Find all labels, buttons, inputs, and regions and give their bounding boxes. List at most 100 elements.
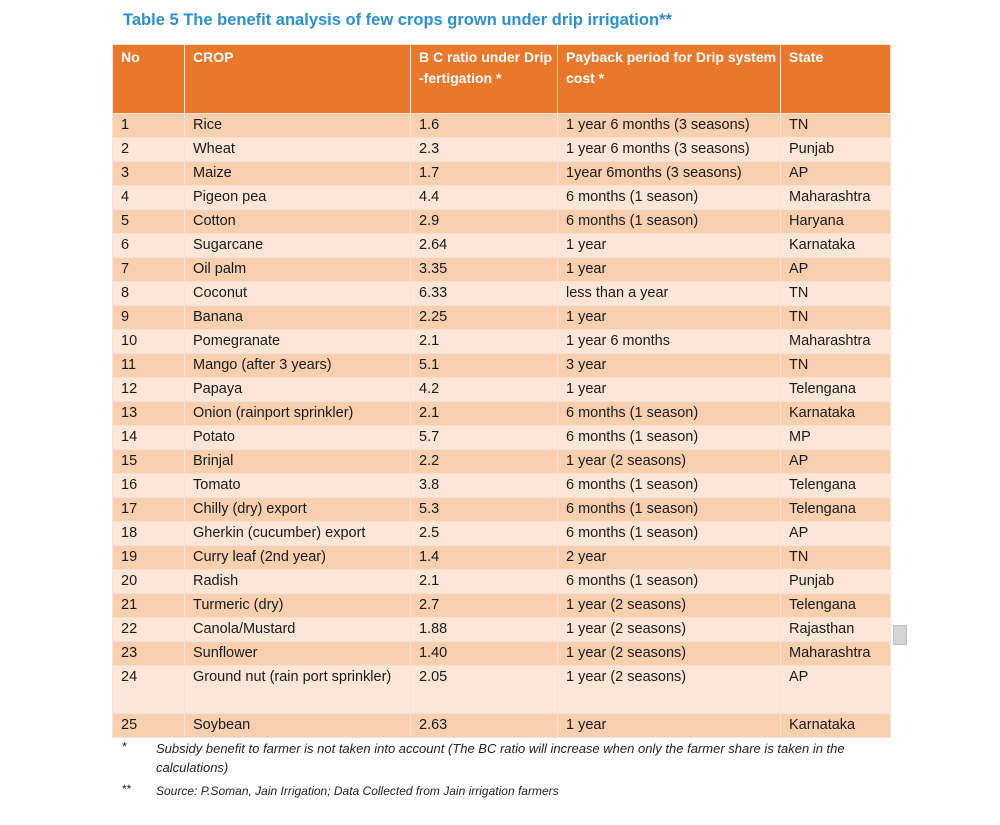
cell-bc-ratio: 1.88	[410, 617, 558, 642]
cell-payback-period: 1 year	[557, 233, 781, 258]
cell-bc-ratio: 2.9	[410, 209, 558, 234]
table-row: 19 Curry leaf (2nd year) 1.4 2 year TN	[112, 545, 891, 570]
cell-payback-period: 6 months (1 season)	[557, 473, 781, 498]
cell-state: AP	[780, 665, 891, 714]
cell-crop: Sunflower	[184, 641, 411, 666]
cell-payback-period: 1 year	[557, 713, 781, 738]
cell-bc-ratio: 2.05	[410, 665, 558, 714]
cell-crop: Coconut	[184, 281, 411, 306]
table-row: 25 Soybean 2.63 1 year Karnataka	[112, 713, 891, 738]
cell-payback-period: 1 year 6 months	[557, 329, 781, 354]
cell-bc-ratio: 5.3	[410, 497, 558, 522]
cell-bc-ratio: 3.8	[410, 473, 558, 498]
cell-state: Karnataka	[780, 713, 891, 738]
cell-bc-ratio: 2.2	[410, 449, 558, 474]
cell-crop: Turmeric (dry)	[184, 593, 411, 618]
cell-payback-period: 1 year (2 seasons)	[557, 665, 781, 714]
cell-no: 23	[112, 641, 185, 666]
cell-crop: Pigeon pea	[184, 185, 411, 210]
table-row: 22 Canola/Mustard 1.88 1 year (2 seasons) Ra…	[112, 617, 891, 642]
cell-state: Punjab	[780, 137, 891, 162]
table-row: 14 Potato 5.7 6 months (1 season) MP	[112, 425, 891, 450]
cell-state: AP	[780, 257, 891, 282]
table-row: 13 Onion (rainport sprinkler) 2.1 6 months …	[112, 401, 891, 426]
cell-bc-ratio: 2.25	[410, 305, 558, 330]
table-row: 23 Sunflower 1.40 1 year (2 seasons) Maharas…	[112, 641, 891, 666]
cell-payback-period: 6 months (1 season)	[557, 497, 781, 522]
cell-state: Haryana	[780, 209, 891, 234]
cell-payback-period: 1 year (2 seasons)	[557, 593, 781, 618]
table-body: 1 Rice 1.6 1 year 6 months (3 seasons) TN 2 Wh…	[112, 113, 891, 738]
cell-bc-ratio: 2.1	[410, 401, 558, 426]
cell-no: 2	[112, 137, 185, 162]
table-row: 24 Ground nut (rain port sprinkler) 2.05 1 …	[112, 665, 891, 714]
cell-bc-ratio: 6.33	[410, 281, 558, 306]
table-row: 5 Cotton 2.9 6 months (1 season) Haryana	[112, 209, 891, 234]
footnote-mark: *	[122, 739, 128, 754]
cell-state: MP	[780, 425, 891, 450]
cell-bc-ratio: 2.64	[410, 233, 558, 258]
cell-state: Telengana	[780, 593, 891, 618]
cell-payback-period: 1 year (2 seasons)	[557, 449, 781, 474]
cell-state: Maharashtra	[780, 185, 891, 210]
cell-payback-period: 1 year	[557, 257, 781, 282]
cell-state: Telengana	[780, 377, 891, 402]
cell-crop: Brinjal	[184, 449, 411, 474]
cell-state: Telengana	[780, 473, 891, 498]
cell-crop: Sugarcane	[184, 233, 411, 258]
table-row: 4 Pigeon pea 4.4 6 months (1 season) Maharas…	[112, 185, 891, 210]
cell-no: 18	[112, 521, 185, 546]
cell-bc-ratio: 1.4	[410, 545, 558, 570]
cell-payback-period: 6 months (1 season)	[557, 185, 781, 210]
cell-state: TN	[780, 281, 891, 306]
cell-no: 20	[112, 569, 185, 594]
cell-no: 6	[112, 233, 185, 258]
cell-no: 17	[112, 497, 185, 522]
table-row: 12 Papaya 4.2 1 year Telengana	[112, 377, 891, 402]
cell-payback-period: 6 months (1 season)	[557, 209, 781, 234]
cell-crop: Mango (after 3 years)	[184, 353, 411, 378]
cell-no: 8	[112, 281, 185, 306]
cell-bc-ratio: 2.1	[410, 329, 558, 354]
cell-crop: Canola/Mustard	[184, 617, 411, 642]
cell-payback-period: 6 months (1 season)	[557, 569, 781, 594]
cell-payback-period: 6 months (1 season)	[557, 401, 781, 426]
cell-crop: Cotton	[184, 209, 411, 234]
cell-state: AP	[780, 449, 891, 474]
table-row: 15 Brinjal 2.2 1 year (2 seasons) AP	[112, 449, 891, 474]
cell-payback-period: 1 year	[557, 305, 781, 330]
table-row: 18 Gherkin (cucumber) export 2.5 6 months (…	[112, 521, 891, 546]
cell-payback-period: 1 year (2 seasons)	[557, 617, 781, 642]
cell-bc-ratio: 4.2	[410, 377, 558, 402]
cell-payback-period: 1 year 6 months (3 seasons)	[557, 113, 781, 138]
cell-crop: Soybean	[184, 713, 411, 738]
cell-crop: Wheat	[184, 137, 411, 162]
cell-state: Rajasthan	[780, 617, 891, 642]
cell-bc-ratio: 2.1	[410, 569, 558, 594]
cell-no: 7	[112, 257, 185, 282]
cell-payback-period: 6 months (1 season)	[557, 521, 781, 546]
cell-no: 11	[112, 353, 185, 378]
header-state: State	[780, 44, 891, 114]
cell-state: AP	[780, 161, 891, 186]
cell-bc-ratio: 1.40	[410, 641, 558, 666]
cell-crop: Curry leaf (2nd year)	[184, 545, 411, 570]
cell-bc-ratio: 3.35	[410, 257, 558, 282]
cell-no: 21	[112, 593, 185, 618]
cell-crop: Potato	[184, 425, 411, 450]
cell-payback-period: 3 year	[557, 353, 781, 378]
cell-crop: Papaya	[184, 377, 411, 402]
header-crop: CROP	[184, 44, 411, 114]
cell-bc-ratio: 2.7	[410, 593, 558, 618]
footnote-source: ** Source: P.Soman, Jain Irrigation; Dat…	[112, 782, 872, 801]
cell-state: Punjab	[780, 569, 891, 594]
cell-payback-period: 1 year 6 months (3 seasons)	[557, 137, 781, 162]
cell-state: Karnataka	[780, 401, 891, 426]
cell-no: 19	[112, 545, 185, 570]
table-row: 3 Maize 1.7 1year 6months (3 seasons) AP	[112, 161, 891, 186]
cell-no: 5	[112, 209, 185, 234]
cell-payback-period: 1 year (2 seasons)	[557, 641, 781, 666]
cell-bc-ratio: 2.63	[410, 713, 558, 738]
table-row: 6 Sugarcane 2.64 1 year Karnataka	[112, 233, 891, 258]
cell-crop: Onion (rainport sprinkler)	[184, 401, 411, 426]
